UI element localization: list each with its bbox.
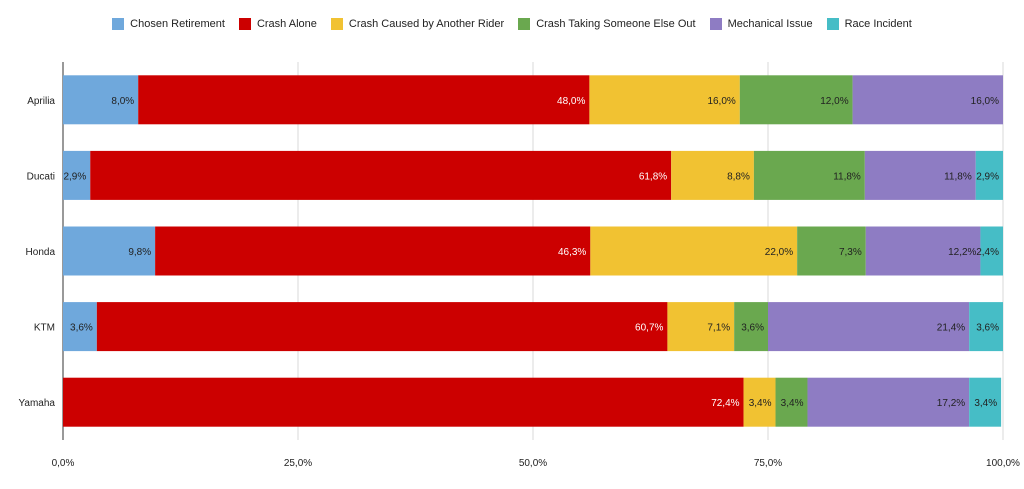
bar-segment xyxy=(864,150,976,200)
data-label: 12,0% xyxy=(820,96,848,107)
data-label: 11,8% xyxy=(833,171,861,182)
legend-swatch xyxy=(112,18,125,30)
bar-segment xyxy=(969,377,1002,427)
data-label: 12,2% xyxy=(948,247,976,258)
bar-segment xyxy=(768,302,970,352)
legend-label: Mechanical Issue xyxy=(727,18,813,30)
legend-label: Chosen Retirement xyxy=(130,18,225,30)
data-label: 3,4% xyxy=(781,398,804,409)
bar-segment xyxy=(63,377,744,427)
data-label: 9,8% xyxy=(128,247,151,258)
data-label: 11,8% xyxy=(944,171,972,182)
bar-segment xyxy=(63,75,139,125)
bar-segment xyxy=(980,226,1003,276)
legend-item[interactable]: Crash Alone xyxy=(238,18,317,30)
bar-segment xyxy=(797,226,866,276)
data-label: 3,6% xyxy=(976,323,999,334)
x-tick-label: 100,0% xyxy=(986,458,1020,469)
legend-item[interactable]: Crash Caused by Another Rider xyxy=(330,18,505,30)
data-label: 48,0% xyxy=(557,96,585,107)
bar-segment xyxy=(734,302,768,352)
bar-segment xyxy=(589,75,740,125)
bar-segment xyxy=(590,226,798,276)
data-label: 3,4% xyxy=(974,398,997,409)
legend-label: Race Incident xyxy=(844,18,912,30)
y-category-label: Aprilia xyxy=(27,96,55,107)
data-label: 60,7% xyxy=(635,323,663,334)
legend-label: Crash Alone xyxy=(256,18,317,30)
data-label: 22,0% xyxy=(765,247,793,258)
bar-segment xyxy=(63,302,97,352)
data-label: 21,4% xyxy=(937,323,965,334)
data-label: 16,0% xyxy=(707,96,735,107)
legend-swatch xyxy=(330,18,343,30)
data-label: 3,6% xyxy=(70,323,93,334)
bar-segment xyxy=(739,75,853,125)
data-label: 17,2% xyxy=(937,398,965,409)
bar-segment xyxy=(775,377,808,427)
bar-segment xyxy=(969,302,1003,352)
x-tick-label: 0,0% xyxy=(52,458,75,469)
data-label: 7,3% xyxy=(839,247,862,258)
bar-segment xyxy=(90,150,672,200)
x-tick-label: 50,0% xyxy=(519,458,547,469)
bar-segment xyxy=(865,226,981,276)
data-label: 7,1% xyxy=(707,323,730,334)
bar-segment xyxy=(753,150,865,200)
legend-label: Crash Caused by Another Rider xyxy=(348,18,505,30)
bar-segment xyxy=(975,150,1003,200)
x-tick-label: 25,0% xyxy=(284,458,312,469)
bar-segment xyxy=(852,75,1003,125)
legend-item[interactable]: Mechanical Issue xyxy=(709,18,813,30)
legend: Chosen Retirement Crash Alone Crash Caused… xyxy=(0,18,1024,30)
bar-segment xyxy=(667,302,735,352)
bar-segment xyxy=(743,377,776,427)
x-tick-label: 75,0% xyxy=(754,458,782,469)
data-label: 2,9% xyxy=(63,171,86,182)
bar-segment xyxy=(671,150,754,200)
data-label: 16,0% xyxy=(971,96,999,107)
data-label: 61,8% xyxy=(639,171,667,182)
data-label: 2,9% xyxy=(976,171,999,182)
data-label: 72,4% xyxy=(711,398,739,409)
bar-segment xyxy=(155,226,591,276)
legend-label: Crash Taking Someone Else Out xyxy=(536,18,696,30)
bar-segment xyxy=(807,377,970,427)
y-category-label: KTM xyxy=(34,323,55,334)
data-label: 3,6% xyxy=(741,323,764,334)
data-label: 8,0% xyxy=(111,96,134,107)
y-category-label: Honda xyxy=(26,247,56,258)
bar-segment xyxy=(96,302,668,352)
legend-item[interactable]: Chosen Retirement xyxy=(112,18,225,30)
bar-segment xyxy=(63,150,91,200)
legend-swatch xyxy=(826,18,839,30)
data-label: 46,3% xyxy=(558,247,586,258)
bar-segment xyxy=(138,75,590,125)
data-label: 2,4% xyxy=(976,247,999,258)
data-label: 3,4% xyxy=(749,398,772,409)
bar-segment xyxy=(63,226,156,276)
legend-swatch xyxy=(238,18,251,30)
legend-swatch xyxy=(709,18,722,30)
legend-swatch xyxy=(518,18,531,30)
legend-item[interactable]: Crash Taking Someone Else Out xyxy=(518,18,696,30)
y-category-label: Yamaha xyxy=(18,398,55,409)
data-label: 8,8% xyxy=(727,171,750,182)
y-category-label: Ducati xyxy=(27,171,55,182)
legend-item[interactable]: Race Incident xyxy=(826,18,912,30)
